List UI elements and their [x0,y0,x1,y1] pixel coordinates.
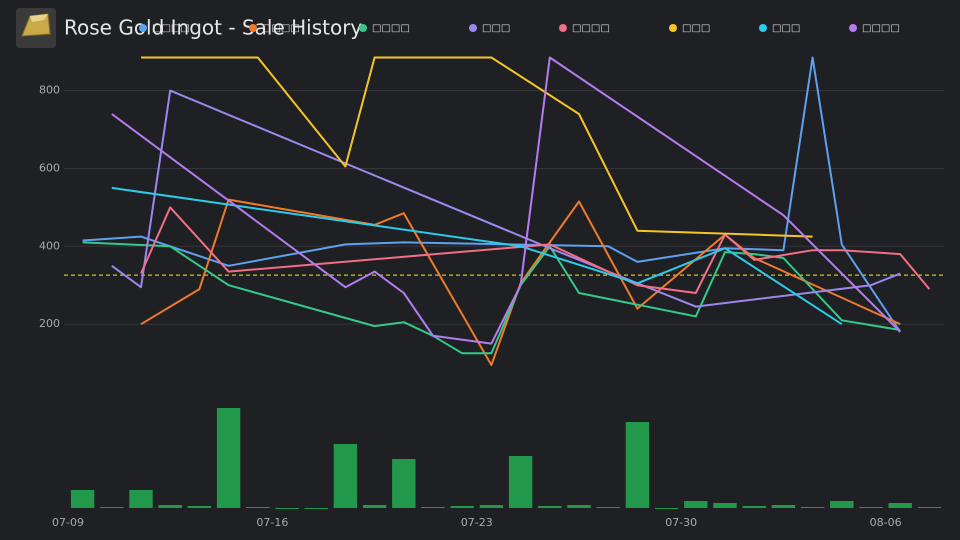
volume-bar [70,490,95,508]
legend-marker [139,24,147,32]
volume-bar [859,507,883,508]
volume-bar [508,456,533,508]
volume-bar [392,459,416,508]
volume-bar [654,508,679,509]
volume-bar [421,507,445,508]
legend-label: □□□ [772,23,800,34]
x-tick-label: 07-09 [52,516,84,529]
legend-label: □□□□ [372,23,410,34]
item-icon [16,8,56,48]
legend-label: □□□□ [262,23,300,34]
legend-marker [249,24,257,32]
chart-title: Rose Gold Ingot - Sale History [64,16,362,40]
volume-bar [742,506,766,508]
price-line [111,89,901,308]
volume-bar [625,422,650,508]
volume-bar [450,506,474,508]
legend-marker [759,24,767,32]
volume-bar [100,507,124,508]
price-line [82,56,902,333]
y-tick-label: 600 [39,161,60,174]
volume-bar [129,490,153,508]
x-tick-label: 07-30 [665,516,697,529]
volume-bar [596,507,620,508]
volume-bar [362,505,387,508]
volume-bar [333,444,358,508]
price-line [140,206,931,294]
price-line [82,241,901,355]
volume-bar [800,507,825,508]
volume-bar [917,507,942,508]
y-tick-label: 800 [39,84,60,97]
volume-bar [538,506,562,508]
volume-bar [158,505,182,508]
x-tick-label: 08-06 [870,516,902,529]
volume-bar [479,505,504,508]
legend-label: □□□ [482,23,510,34]
price-line [111,186,843,326]
y-tick-label: 400 [39,239,60,252]
volume-bar [771,505,796,508]
legend-marker [849,24,857,32]
legend-label: □□□□ [152,23,190,34]
x-tick-label: 07-23 [461,516,493,529]
legend-marker [559,24,567,32]
volume-bar [567,505,591,508]
price-line [141,56,813,238]
legend-marker [359,24,367,32]
price-line [111,56,901,345]
volume-bar [684,501,708,508]
volume-bar [304,508,328,509]
legend-marker [469,24,477,32]
y-tick-label: 200 [39,317,60,330]
legend-marker [669,24,677,32]
legend-label: □□□□ [572,23,610,34]
x-tick-label: 07-16 [256,516,288,529]
legend-label: □□□ [682,23,710,34]
volume-bar [888,503,912,508]
volume-bar [275,508,299,509]
volume-bar [713,503,737,508]
volume-bar [216,408,241,508]
volume-bar [187,506,212,508]
legend-label: □□□□ [862,23,900,34]
volume-bar [830,501,854,508]
volume-bar [246,507,270,508]
